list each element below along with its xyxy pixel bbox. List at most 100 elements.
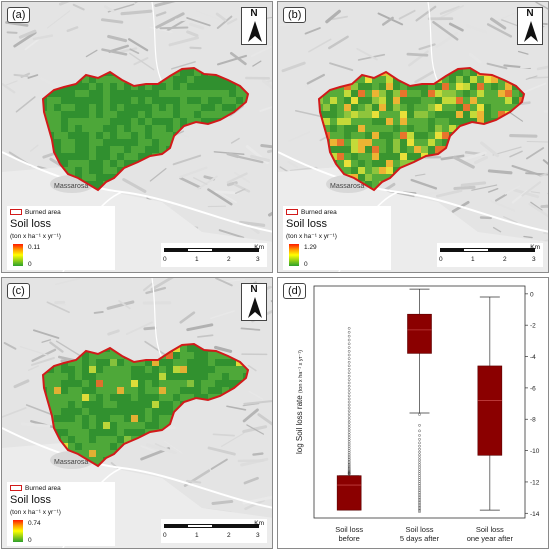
outlier-point (347, 459, 351, 463)
outlier-point (418, 485, 421, 489)
y-tick-label: -4 (530, 354, 536, 361)
outlier-point (347, 374, 351, 378)
outlier-point (347, 466, 351, 470)
outlier-point (418, 458, 421, 462)
north-arrow: N (241, 283, 267, 321)
outlier-point (347, 353, 351, 357)
outlier-point (347, 360, 351, 364)
panel-label: (d) (283, 283, 307, 299)
outlier-point (347, 456, 351, 460)
burned-area-swatch (10, 209, 22, 216)
outlier-point (347, 327, 351, 330)
outlier-point (347, 470, 351, 474)
outlier-point (418, 507, 421, 511)
outlier-point (418, 413, 421, 416)
scale-bar: Km 0 1 2 3 (161, 519, 267, 543)
outlier-point (418, 491, 421, 494)
outlier-point (418, 434, 421, 437)
outlier-point (418, 429, 421, 433)
north-arrow: N (241, 7, 267, 45)
y-tick-label: -2 (530, 323, 536, 330)
outlier-point (347, 403, 351, 407)
scale-tick: 1 (195, 256, 199, 263)
outlier-point (418, 441, 421, 445)
scale-unit: Km (254, 520, 264, 527)
scale-bar: Km 0 1 2 3 (161, 243, 267, 267)
legend-max: 0.11 (28, 244, 41, 251)
outlier-point (418, 476, 421, 479)
outlier-point (418, 484, 421, 487)
burned-area-swatch (10, 485, 22, 492)
outlier-point (347, 394, 351, 398)
north-arrow-icon (248, 21, 262, 42)
outlier-point (418, 505, 421, 509)
panel-label: (a) (7, 7, 31, 23)
north-arrow-icon (524, 21, 538, 42)
outlier-point (418, 499, 421, 503)
outlier-point (347, 330, 351, 334)
boxplot-panel: 0 -2 -4 -6 -8 -10 -12 -14 log Soil loss rate (to… (277, 277, 549, 549)
outlier-point (418, 447, 421, 451)
scale-unit: Km (530, 244, 540, 251)
north-letter: N (250, 8, 258, 19)
color-ramp (289, 244, 299, 266)
legend-unit: (ton x ha⁻¹ x yr⁻¹) (286, 233, 337, 240)
outlier-point (347, 391, 351, 394)
outlier-point (418, 480, 421, 483)
outlier-point (418, 489, 421, 493)
scale-tick: 3 (256, 532, 260, 539)
x-category-label: 5 days after (400, 534, 440, 543)
outlier-point (347, 461, 351, 465)
scale-tick: 2 (227, 532, 231, 539)
svg-text:Massarosa: Massarosa (54, 183, 88, 190)
y-tick-label: 0 (530, 291, 534, 298)
color-ramp (13, 244, 23, 266)
legend-max: 0.74 (28, 520, 41, 527)
outlier-point (347, 346, 351, 349)
scale-tick: 0 (163, 532, 167, 539)
outlier-point (347, 452, 351, 456)
outlier-point (347, 415, 351, 418)
outlier-point (347, 388, 351, 391)
outlier-point (347, 338, 351, 342)
burned-area-label: Burned area (301, 209, 337, 216)
map-panel-a: Massarosa (a) N Burned area Soil loss (t… (1, 1, 273, 273)
outlier-point (418, 510, 421, 514)
scale-tick: 3 (532, 256, 536, 263)
y-tick-label: -6 (530, 385, 536, 392)
legend-title: Soil loss (10, 218, 51, 230)
outlier-point (418, 492, 421, 496)
scale-tick: 3 (256, 256, 260, 263)
outlier-point (418, 424, 421, 427)
map-legend: Burned area Soil loss (ton x ha⁻¹ x yr⁻¹… (7, 482, 115, 546)
scale-tick: 2 (227, 256, 231, 263)
scale-bar: Km 0 1 2 3 (437, 243, 543, 267)
legend-max: 1.29 (304, 244, 317, 251)
box (336, 475, 362, 511)
color-ramp (13, 520, 23, 542)
y-tick-label: -8 (530, 417, 536, 424)
outlier-point (418, 496, 421, 499)
legend-unit: (ton x ha⁻¹ x yr⁻¹) (10, 233, 61, 240)
map-panel-c: Massarosa (c) N Burned area Soil loss (t… (1, 277, 273, 549)
legend-min: 0 (28, 537, 32, 544)
panel-label: (b) (283, 7, 307, 23)
outlier-point (347, 400, 351, 404)
outlier-point (418, 438, 421, 441)
outlier-point (418, 450, 421, 454)
outlier-point (347, 418, 351, 421)
x-category-label: before (339, 534, 360, 543)
outlier-point (347, 397, 351, 401)
scale-tick: 1 (195, 532, 199, 539)
outlier-point (347, 378, 351, 381)
legend-min: 0 (28, 261, 32, 268)
outlier-point (347, 364, 351, 368)
outlier-point (347, 431, 351, 434)
outlier-point (347, 471, 351, 475)
outlier-point (347, 464, 351, 467)
outlier-point (347, 342, 351, 346)
map-legend: Burned area Soil loss (ton x ha⁻¹ x yr⁻¹… (7, 206, 115, 270)
outlier-point (418, 494, 421, 498)
outlier-point (347, 454, 351, 458)
legend-min: 0 (304, 261, 308, 268)
